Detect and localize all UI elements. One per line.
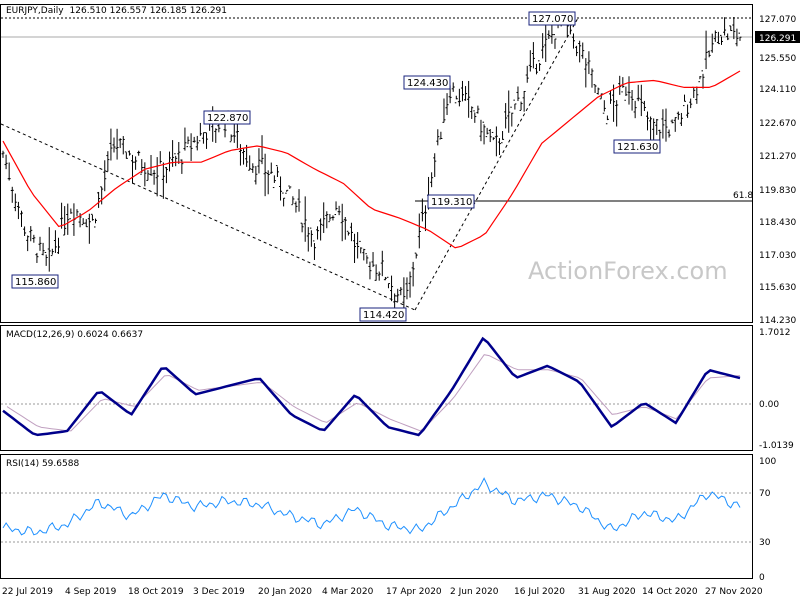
macd-line [2, 336, 741, 437]
price-axis: 127.070 125.550 124.110 122.670 121.270 … [755, 15, 800, 326]
rsi-tick: 100 [759, 457, 776, 467]
annotation-label: 124.430 [407, 78, 448, 89]
macd-tick: 0.00 [759, 400, 779, 410]
rsi-tick: 30 [759, 538, 771, 548]
annotation-label: 114.420 [363, 310, 404, 321]
annotation-122870: 122.870 [203, 110, 251, 125]
moving-average-line [2, 70, 741, 249]
x-axis: 22 Jul 2019 4 Sep 2019 18 Oct 2019 3 Dec… [2, 587, 763, 597]
x-tick-label: 4 Sep 2019 [65, 587, 117, 597]
annotation-label: 127.070 [532, 14, 573, 25]
rsi-axis: 100 70 30 0 [759, 457, 776, 583]
price-tick: 119.830 [759, 186, 796, 196]
annotation-121630: 121.630 [613, 139, 661, 154]
x-tick-label: 17 Apr 2020 [386, 587, 442, 597]
x-tick-label: 18 Oct 2019 [128, 587, 184, 597]
x-tick-label: 31 Aug 2020 [578, 587, 636, 597]
current-price-label: 126.291 [759, 34, 796, 44]
x-tick-label: 2 Jun 2020 [450, 587, 499, 597]
x-tick-label: 22 Jul 2019 [2, 587, 53, 597]
macd-panel-frame [0, 325, 753, 451]
rsi-tick: 0 [759, 573, 765, 583]
price-tick: 125.550 [759, 54, 796, 64]
price-tick: 122.670 [759, 119, 796, 129]
macd-panel-header: MACD(12,26,9) 0.6024 0.6637 [6, 330, 143, 340]
annotation-114420: 114.420 [359, 307, 407, 322]
price-tick: 114.230 [759, 316, 796, 326]
price-tick: 115.630 [759, 283, 796, 293]
x-tick-label: 16 Jul 2020 [514, 587, 565, 597]
annotation-label: 122.870 [207, 113, 248, 124]
price-tick: 127.070 [759, 15, 796, 25]
macd-axis: 1.7012 0.00 -1.0139 [759, 328, 794, 451]
watermark: ActionForex.com [528, 257, 728, 285]
x-tick-label: 14 Oct 2020 [642, 587, 698, 597]
rsi-panel-frame [0, 454, 753, 579]
x-tick-label: 27 Nov 2020 [705, 587, 763, 597]
x-tick-label: 20 Jan 2020 [258, 587, 312, 597]
price-tick: 124.110 [759, 85, 796, 95]
annotation-label: 115.860 [15, 277, 56, 288]
current-price-box [755, 31, 800, 43]
price-panel-header: EURJPY,Daily 126.510 126.557 126.185 126.… [6, 6, 227, 16]
price-panel-frame [0, 4, 753, 323]
x-tick-label: 3 Dec 2019 [193, 587, 245, 597]
rising-trendline [414, 17, 579, 311]
annotation-119310: 119.310 [427, 194, 475, 209]
annotation-label: 121.630 [617, 142, 658, 153]
falling-trendline [0, 123, 416, 311]
rsi-tick: 70 [759, 489, 771, 499]
annotation-124430: 124.430 [403, 75, 451, 90]
rsi-panel-header: RSI(14) 59.6588 [6, 459, 79, 469]
annotation-115860: 115.860 [11, 274, 59, 289]
annotation-label: 119.310 [431, 197, 472, 208]
rsi-line [2, 477, 741, 536]
price-bars [1, 11, 742, 320]
macd-tick: 1.7012 [759, 328, 791, 338]
fib-618-label: 61.8 [733, 191, 753, 201]
x-tick-label: 4 Mar 2020 [322, 587, 374, 597]
macd-signal-line [6, 354, 741, 432]
macd-tick: -1.0139 [759, 441, 794, 451]
price-tick: 118.430 [759, 218, 796, 228]
price-tick: 117.030 [759, 251, 796, 261]
annotation-127070: 127.070 [528, 11, 576, 26]
price-tick: 121.270 [759, 152, 796, 162]
